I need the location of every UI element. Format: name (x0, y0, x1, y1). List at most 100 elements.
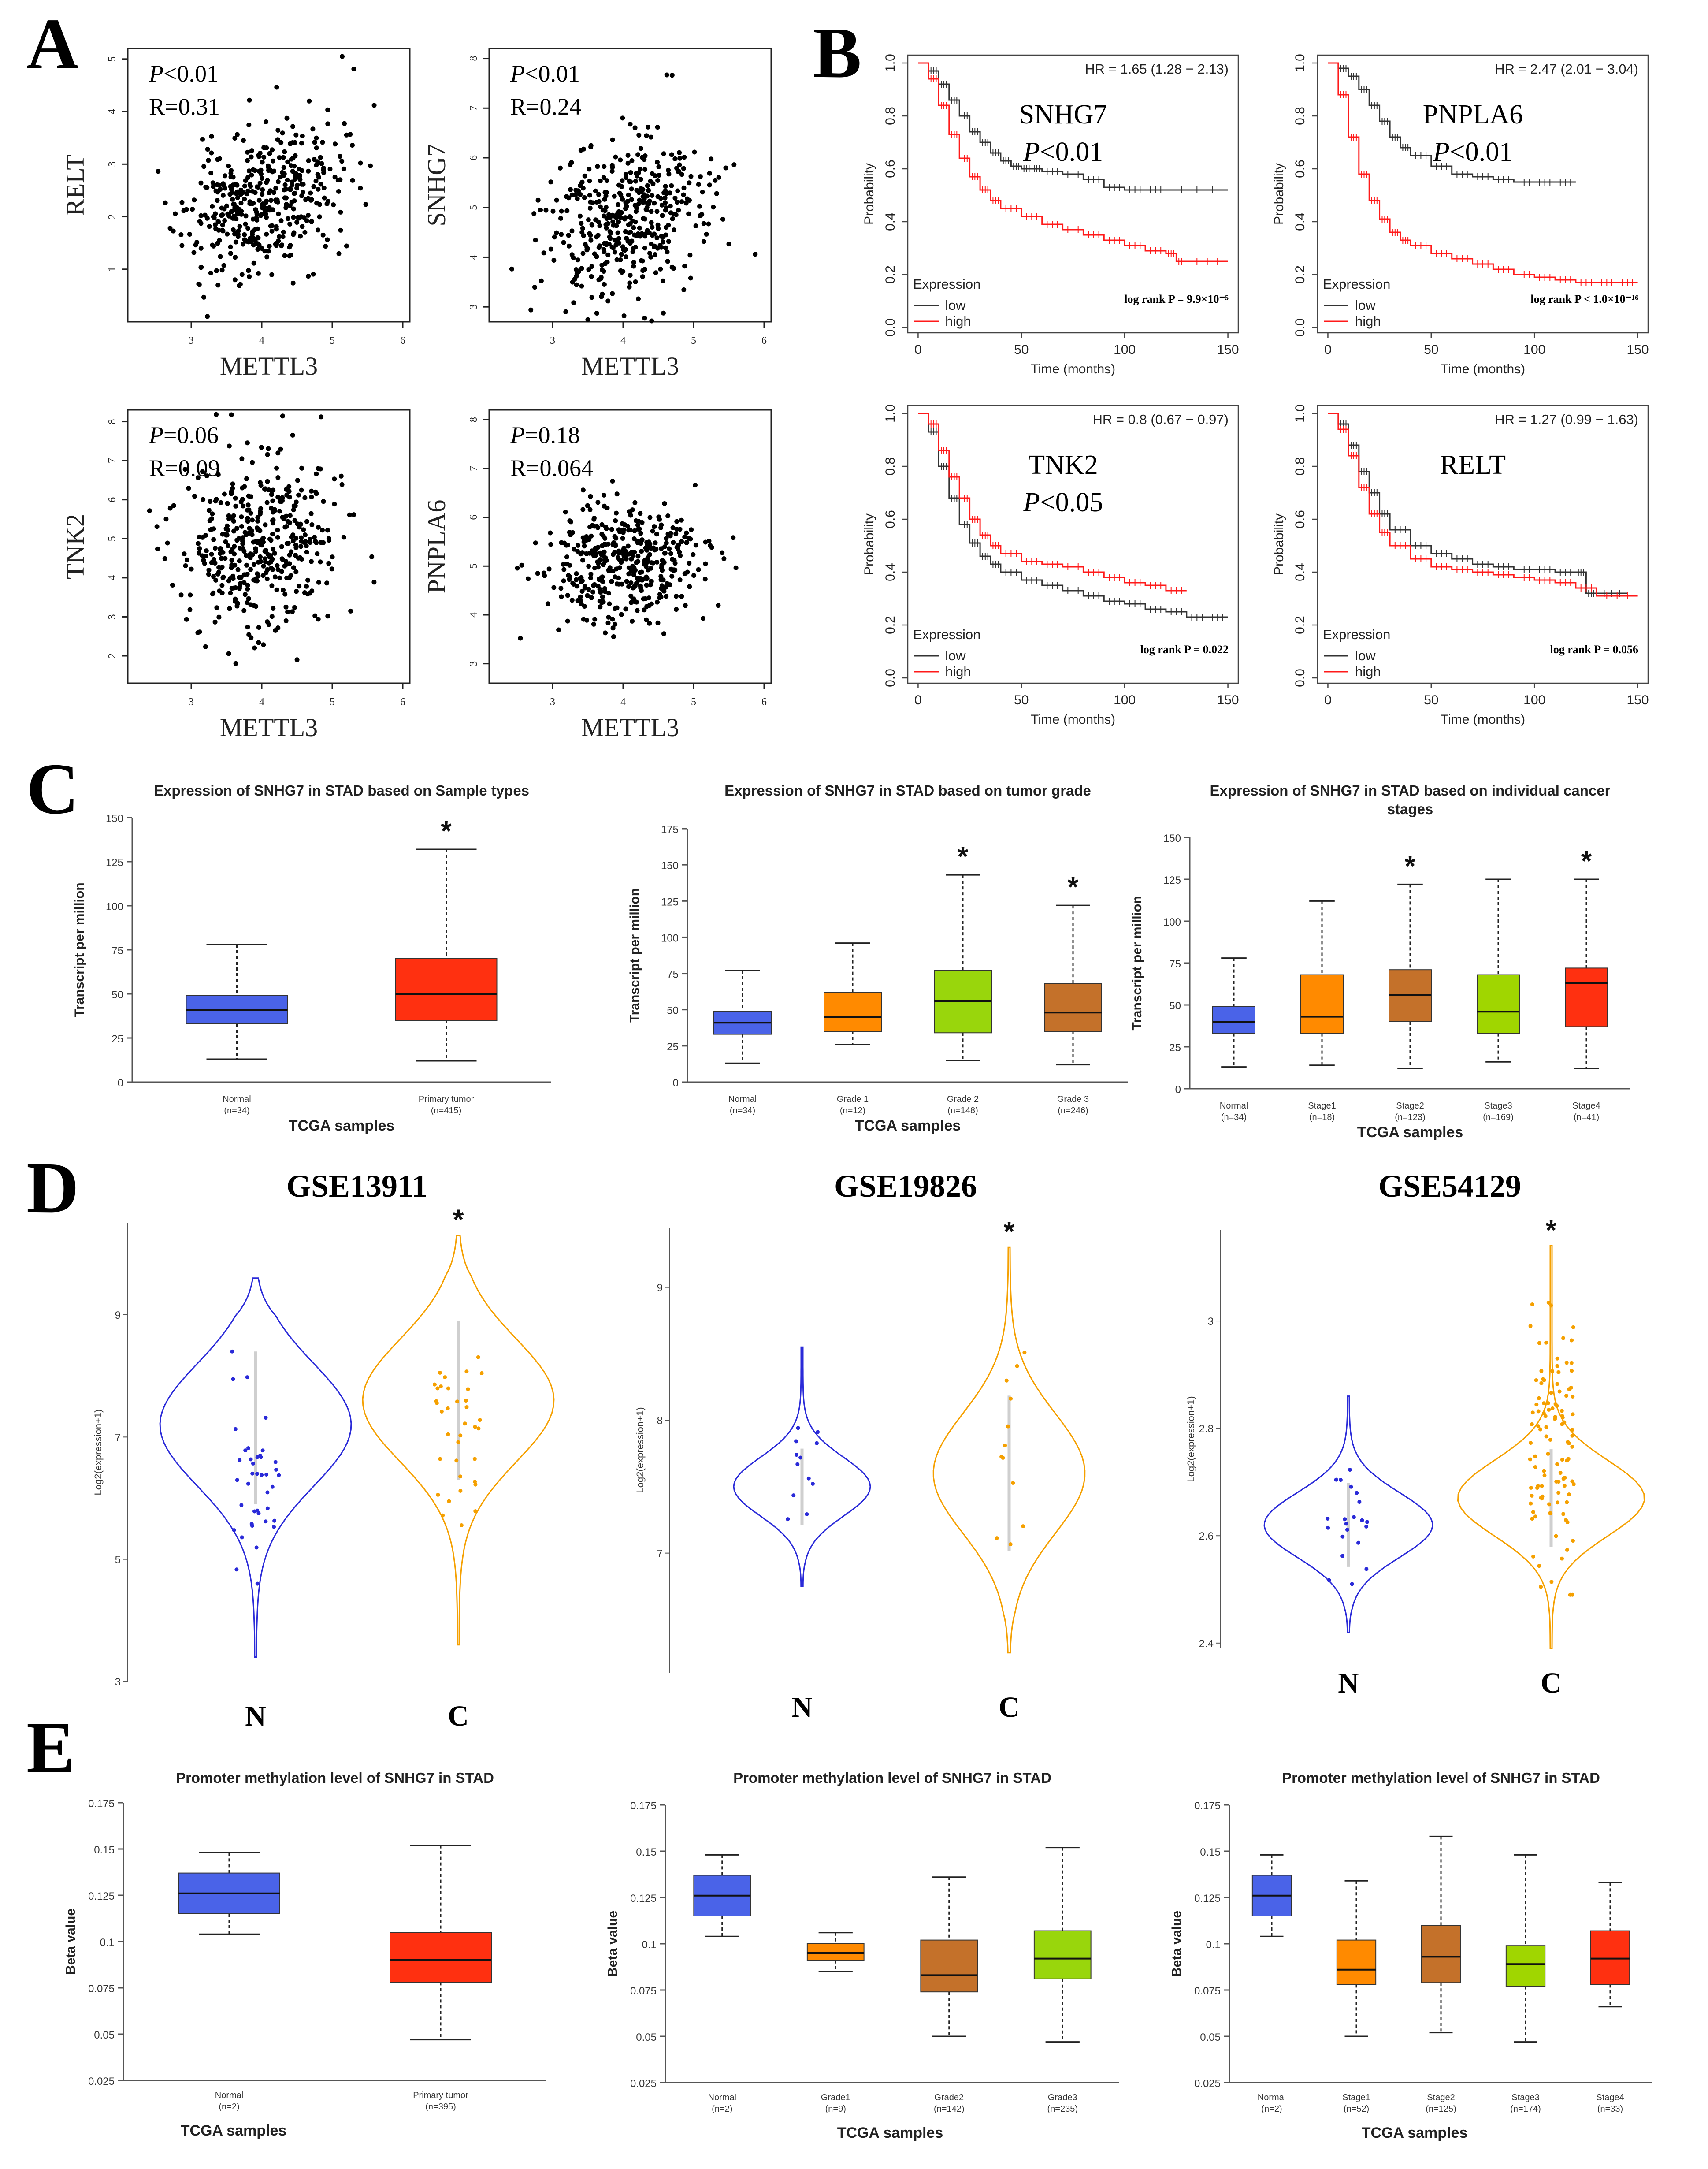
dataset-title: GSE13911 (286, 1168, 427, 1204)
data-point (668, 551, 673, 556)
y-tick-label: 125 (106, 857, 123, 869)
data-point (587, 167, 592, 172)
data-point (679, 199, 684, 205)
y-tick-label: 0.15 (1200, 1846, 1221, 1858)
data-point (1539, 1369, 1544, 1373)
data-point (173, 211, 178, 216)
data-point (627, 284, 632, 290)
data-point (634, 560, 639, 565)
data-point (645, 183, 650, 188)
data-point (589, 264, 594, 269)
data-point (655, 599, 660, 605)
data-point (702, 577, 708, 582)
data-point (588, 238, 594, 243)
data-point (281, 165, 286, 170)
data-point (170, 583, 175, 588)
group-label: N (245, 1700, 266, 1732)
p-value-text: P<0.01 (510, 60, 580, 87)
p-value: <0.05 (1040, 487, 1103, 517)
data-point (654, 532, 659, 537)
data-point (624, 579, 629, 584)
data-point (653, 540, 658, 546)
data-point (618, 268, 623, 273)
data-point (533, 540, 538, 546)
y-tick-label: 2.4 (1199, 1638, 1214, 1650)
data-point (591, 516, 597, 521)
data-point (249, 532, 255, 537)
data-point (615, 555, 620, 560)
data-point (579, 181, 584, 186)
data-point (218, 500, 223, 505)
y-tick-label: 0.8 (1293, 457, 1307, 476)
data-point (273, 1460, 278, 1464)
data-point (272, 551, 277, 556)
data-point (241, 549, 247, 554)
data-point (347, 512, 352, 517)
data-point (335, 178, 341, 183)
data-point (299, 539, 304, 544)
y-tick-label: 8 (468, 56, 479, 61)
p-value: <0.01 (525, 60, 580, 87)
data-point (608, 231, 613, 235)
x-tick-label: 5 (691, 696, 696, 708)
data-point (596, 219, 601, 224)
data-point (240, 535, 245, 540)
chart-title: Promoter methylation level of SNHG7 in S… (1282, 1770, 1600, 1786)
data-point (578, 192, 583, 197)
data-point (219, 556, 224, 561)
data-point (302, 230, 308, 235)
data-point (1561, 1336, 1566, 1340)
data-point (455, 1399, 459, 1404)
data-point (610, 625, 616, 631)
panel-label-a: A (26, 4, 79, 84)
y-tick-label: 0.025 (88, 2076, 115, 2087)
data-point (171, 503, 176, 508)
data-point (239, 514, 244, 520)
data-point (275, 128, 281, 133)
data-point (593, 188, 598, 193)
data-point (1570, 1428, 1574, 1432)
box-group-stage3: Stage3(n=174) (1505, 1854, 1546, 2114)
data-point (644, 547, 650, 553)
data-point (605, 252, 611, 257)
data-point (210, 204, 215, 209)
data-point (703, 561, 708, 566)
data-point (586, 217, 591, 223)
box-iqr (1300, 974, 1344, 1034)
data-point (267, 244, 272, 249)
data-point (234, 526, 240, 531)
data-point (279, 544, 284, 549)
data-point (693, 483, 698, 488)
data-point (626, 222, 631, 227)
data-point (1564, 1518, 1568, 1522)
data-point (608, 236, 613, 241)
data-point (213, 499, 218, 504)
data-point (638, 146, 643, 151)
data-point (233, 585, 238, 590)
data-point (464, 1369, 469, 1374)
data-point (629, 186, 634, 192)
data-point (570, 580, 576, 586)
data-point (731, 535, 736, 540)
data-point (325, 614, 330, 619)
data-point (602, 492, 607, 498)
data-point (798, 1455, 802, 1460)
data-point (309, 488, 314, 494)
data-point (258, 554, 263, 559)
legend-high-label: high (945, 313, 971, 329)
data-point (606, 591, 611, 596)
data-point (225, 528, 230, 533)
data-point (195, 475, 201, 480)
data-point (238, 187, 244, 193)
data-point (609, 527, 614, 532)
data-point (218, 187, 223, 192)
data-point (245, 440, 250, 446)
box-iqr (1033, 1930, 1092, 1979)
category-count: (n=169) (1483, 1112, 1514, 1122)
data-point (230, 573, 236, 579)
data-point (635, 231, 641, 236)
data-point (648, 134, 653, 140)
data-point (443, 1375, 447, 1380)
data-point (662, 195, 668, 201)
